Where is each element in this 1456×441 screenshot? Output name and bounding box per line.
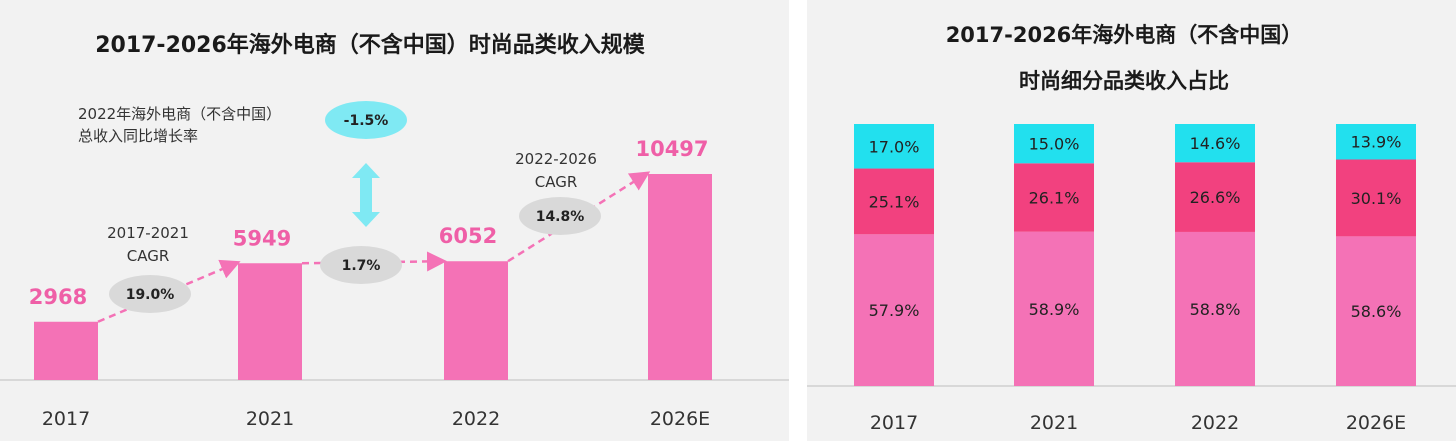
cagr-value: 19.0% bbox=[126, 287, 175, 303]
cagr-period-label: 2017-2021 bbox=[107, 224, 189, 242]
x-tick-label: 2017 bbox=[42, 408, 90, 430]
stacked-segment bbox=[854, 124, 934, 169]
stacked-segment bbox=[1014, 124, 1094, 164]
x-tick-label: 2022 bbox=[452, 408, 500, 430]
bar-value-label: 10497 bbox=[635, 137, 708, 161]
segment-label: 26.6% bbox=[1190, 188, 1241, 207]
share-stacked-chart: 2017-2026年海外电商（不含中国） 时尚细分品类收入占比 2017 2021… bbox=[807, 23, 1456, 434]
bar-value-label: 2968 bbox=[29, 285, 87, 309]
stacked-segment bbox=[1175, 124, 1255, 163]
cagr-value: 1.7% bbox=[342, 258, 381, 274]
x-tick-label: 2021 bbox=[1030, 412, 1078, 434]
stacked-segment bbox=[854, 234, 934, 386]
segment-label: 17.0% bbox=[869, 137, 920, 156]
yoy-bubble bbox=[325, 101, 407, 139]
segment-label: 30.1% bbox=[1351, 189, 1402, 208]
revenue-bar bbox=[34, 321, 98, 380]
x-tick-label: 2026E bbox=[1346, 412, 1406, 434]
cagr-bubble bbox=[320, 246, 402, 284]
x-tick-label: 2017 bbox=[870, 412, 918, 434]
bar-value-label: 5949 bbox=[233, 226, 291, 250]
revenue-bar bbox=[648, 174, 712, 380]
right-chart-title-line2: 时尚细分品类收入占比 bbox=[1019, 69, 1229, 93]
cagr-bubble bbox=[519, 197, 601, 235]
stacked-segment bbox=[1336, 236, 1416, 386]
segment-label: 25.1% bbox=[869, 192, 920, 211]
right-chart-panel: 2017-2026年海外电商（不含中国） 时尚细分品类收入占比 2017 2021… bbox=[807, 0, 1456, 441]
stacked-segment bbox=[1336, 124, 1416, 160]
segment-label: 15.0% bbox=[1029, 135, 1080, 154]
x-tick-label: 2021 bbox=[246, 408, 294, 430]
left-chart-panel: 2017-2026年海外电商（不含中国）时尚品类收入规模 2017 2021 202… bbox=[0, 0, 789, 441]
segment-label: 58.8% bbox=[1190, 300, 1241, 319]
x-tick-label: 2022 bbox=[1191, 412, 1239, 434]
stacked-segment bbox=[854, 168, 934, 235]
revenue-bar bbox=[238, 263, 302, 380]
cagr-label: CAGR bbox=[535, 173, 578, 191]
cagr-value: 14.8% bbox=[536, 209, 585, 225]
revenue-bar-chart: 2017-2026年海外电商（不含中国）时尚品类收入规模 2017 2021 202… bbox=[0, 32, 789, 430]
cagr-bubble bbox=[109, 275, 191, 313]
segment-label: 57.9% bbox=[869, 301, 920, 320]
yoy-note-line1: 2022年海外电商（不含中国） bbox=[78, 105, 281, 123]
stacked-segment bbox=[1014, 163, 1094, 232]
segment-label: 58.6% bbox=[1351, 302, 1402, 321]
stacked-segment bbox=[1014, 231, 1094, 386]
bar-value-label: 6052 bbox=[439, 224, 497, 248]
segment-label: 13.9% bbox=[1351, 133, 1402, 152]
cagr-period-label: 2022-2026 bbox=[515, 150, 597, 168]
cagr-label: CAGR bbox=[127, 247, 170, 265]
left-chart-title: 2017-2026年海外电商（不含中国）时尚品类收入规模 bbox=[95, 32, 646, 58]
revenue-bar bbox=[444, 261, 508, 380]
yoy-note-line2: 总收入同比增长率 bbox=[78, 127, 198, 145]
right-chart-title-line1: 2017-2026年海外电商（不含中国） bbox=[946, 23, 1303, 47]
yoy-value: -1.5% bbox=[344, 113, 389, 129]
x-tick-label: 2026E bbox=[650, 408, 710, 430]
segment-label: 14.6% bbox=[1190, 134, 1241, 153]
trend-arrow bbox=[507, 171, 651, 263]
segment-label: 26.1% bbox=[1029, 188, 1080, 207]
stacked-segment bbox=[1175, 162, 1255, 232]
stacked-segment bbox=[1175, 231, 1255, 386]
double-arrow-icon bbox=[352, 163, 380, 227]
segment-label: 58.9% bbox=[1029, 300, 1080, 319]
stacked-segment bbox=[1336, 159, 1416, 237]
